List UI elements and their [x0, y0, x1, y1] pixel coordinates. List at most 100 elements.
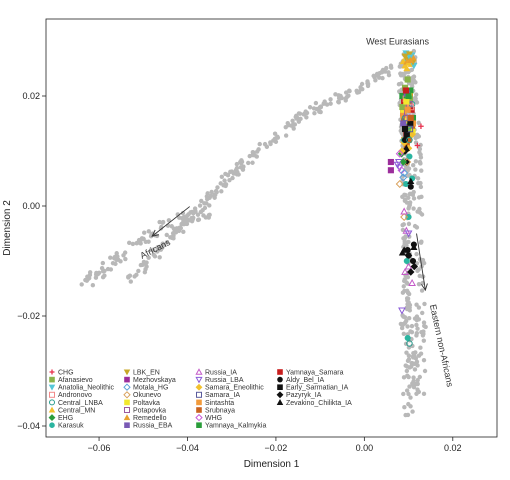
background-point — [160, 220, 165, 225]
data-point — [407, 177, 415, 185]
background-point — [407, 204, 412, 209]
background-point — [408, 395, 413, 400]
background-point — [414, 92, 419, 97]
legend-label: Sintashta — [205, 400, 234, 407]
background-point — [402, 235, 408, 241]
background-point — [422, 301, 427, 307]
data-point — [409, 257, 417, 265]
x-tick-label: −0.06 — [88, 443, 111, 453]
data-point — [404, 230, 413, 238]
legend-marker — [195, 413, 203, 422]
background-point — [190, 217, 195, 223]
x-tick-label: −0.02 — [265, 443, 288, 453]
background-point — [402, 198, 408, 203]
x-axis-ticks: −0.06 −0.04 −0.02 0.00 0.02 — [88, 437, 462, 453]
background-point — [411, 375, 416, 380]
legend-label: Remedello — [133, 415, 167, 422]
background-point — [283, 133, 289, 138]
data-point — [408, 278, 416, 286]
data-point — [406, 340, 413, 347]
data-point — [387, 167, 394, 174]
background-point — [416, 195, 422, 200]
background-point — [198, 209, 204, 215]
legend-label: Afanasievo — [58, 377, 93, 384]
background-point — [421, 391, 427, 397]
legend-label: Motala_HG — [133, 385, 168, 392]
background-point — [414, 251, 419, 257]
background-point — [384, 65, 389, 71]
legend-label: Aldy_Bel_IA — [286, 377, 324, 384]
data-point — [393, 161, 402, 169]
background-point — [414, 322, 419, 328]
background-point — [294, 113, 299, 119]
background-point — [223, 182, 229, 187]
data-point — [403, 98, 410, 105]
data-point — [406, 56, 414, 64]
background-point — [208, 193, 214, 199]
background-point — [268, 141, 273, 147]
background-point — [406, 221, 412, 227]
background-point — [318, 109, 323, 115]
background-point — [105, 266, 111, 272]
background-point — [403, 412, 408, 418]
background-point — [346, 93, 351, 98]
background-point — [402, 241, 407, 246]
legend-label: Srubnaya — [205, 407, 235, 414]
background-point — [419, 212, 425, 217]
data-point — [399, 173, 408, 182]
background-point — [410, 192, 416, 198]
y-tick-label: −0.04 — [17, 421, 40, 431]
background-point — [380, 75, 385, 81]
background-point — [207, 203, 212, 208]
background-point — [417, 374, 422, 380]
arrow-head — [421, 283, 428, 292]
background-point — [405, 324, 410, 329]
background-point — [122, 250, 128, 255]
background-point — [238, 159, 243, 165]
background-point — [234, 161, 240, 167]
background-point — [407, 384, 412, 389]
data-point — [406, 136, 413, 144]
background-point — [250, 152, 255, 158]
background-point — [347, 88, 352, 94]
background-point — [411, 196, 417, 201]
background-point — [410, 354, 416, 359]
background-point — [213, 192, 218, 198]
background-point — [419, 168, 424, 173]
background-point — [161, 242, 167, 248]
background-point — [138, 241, 143, 246]
background-point — [419, 329, 424, 335]
legend-label: Russia_EBA — [133, 423, 173, 430]
background-point — [328, 97, 333, 102]
background-point — [83, 277, 88, 283]
background-point — [110, 260, 116, 266]
background-point — [415, 134, 420, 140]
background-point — [406, 353, 412, 358]
background-point — [405, 358, 411, 364]
background-point — [420, 310, 425, 316]
x-axis-label: Dimension 1 — [244, 459, 300, 470]
background-point — [123, 256, 128, 262]
data-point — [387, 158, 394, 166]
background-point — [417, 206, 422, 212]
background-point — [178, 225, 183, 231]
background-point — [222, 178, 227, 183]
background-point — [413, 159, 419, 164]
background-point — [410, 343, 415, 349]
data-point — [407, 183, 414, 190]
background-point — [312, 111, 317, 116]
background-point — [289, 123, 294, 128]
data-point — [402, 87, 409, 94]
legend-marker — [123, 414, 131, 421]
legend-marker — [277, 369, 283, 375]
background-point — [404, 350, 409, 355]
background-point — [146, 229, 151, 234]
background-point — [382, 69, 388, 74]
background-point — [418, 152, 423, 157]
background-point — [246, 160, 251, 166]
data-point — [401, 267, 409, 275]
legend-marker — [48, 414, 56, 422]
legend-label: Zevakino_Chilikta_IA — [286, 400, 352, 407]
arrow-line — [151, 206, 190, 237]
